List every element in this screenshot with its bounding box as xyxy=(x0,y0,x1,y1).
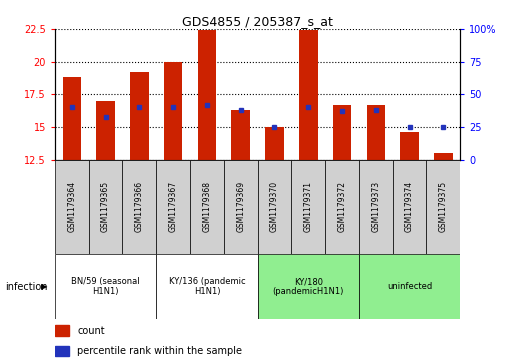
Bar xyxy=(89,160,122,254)
Text: percentile rank within the sample: percentile rank within the sample xyxy=(77,346,242,356)
Bar xyxy=(257,254,359,319)
Bar xyxy=(299,30,317,160)
Bar xyxy=(265,127,284,160)
Bar xyxy=(291,160,325,254)
Text: GSM1179370: GSM1179370 xyxy=(270,182,279,232)
Bar xyxy=(367,105,385,160)
Bar xyxy=(198,30,216,160)
Bar xyxy=(55,325,69,336)
Bar xyxy=(231,110,250,160)
Bar xyxy=(55,160,89,254)
Bar xyxy=(63,77,81,160)
Text: GSM1179372: GSM1179372 xyxy=(337,182,347,232)
Bar xyxy=(122,160,156,254)
Bar xyxy=(224,160,257,254)
Text: uninfected: uninfected xyxy=(387,282,432,291)
Text: KY/136 (pandemic
H1N1): KY/136 (pandemic H1N1) xyxy=(168,277,245,297)
Bar xyxy=(393,160,426,254)
Text: GSM1179367: GSM1179367 xyxy=(168,182,178,232)
Bar xyxy=(156,254,257,319)
Text: GSM1179366: GSM1179366 xyxy=(135,182,144,232)
Bar xyxy=(400,132,419,160)
Bar xyxy=(426,160,460,254)
Text: ▶: ▶ xyxy=(41,282,47,291)
Bar xyxy=(164,62,183,160)
Text: GSM1179374: GSM1179374 xyxy=(405,182,414,232)
Text: KY/180
(pandemicH1N1): KY/180 (pandemicH1N1) xyxy=(272,277,344,297)
Bar xyxy=(359,160,393,254)
Text: infection: infection xyxy=(5,282,48,292)
Bar xyxy=(130,72,149,160)
Bar xyxy=(333,105,351,160)
Bar xyxy=(55,254,156,319)
Text: GSM1179368: GSM1179368 xyxy=(202,182,211,232)
Bar xyxy=(325,160,359,254)
Text: GSM1179365: GSM1179365 xyxy=(101,182,110,232)
Text: GSM1179373: GSM1179373 xyxy=(371,182,380,232)
Bar xyxy=(190,160,224,254)
Bar xyxy=(156,160,190,254)
Text: count: count xyxy=(77,326,105,336)
Bar xyxy=(55,346,69,356)
Text: BN/59 (seasonal
H1N1): BN/59 (seasonal H1N1) xyxy=(71,277,140,297)
Text: GSM1179364: GSM1179364 xyxy=(67,182,76,232)
Title: GDS4855 / 205387_s_at: GDS4855 / 205387_s_at xyxy=(182,15,333,28)
Text: GSM1179371: GSM1179371 xyxy=(304,182,313,232)
Text: GSM1179375: GSM1179375 xyxy=(439,182,448,232)
Bar xyxy=(96,101,115,160)
Bar xyxy=(257,160,291,254)
Text: GSM1179369: GSM1179369 xyxy=(236,182,245,232)
Bar xyxy=(359,254,460,319)
Bar xyxy=(434,153,452,160)
